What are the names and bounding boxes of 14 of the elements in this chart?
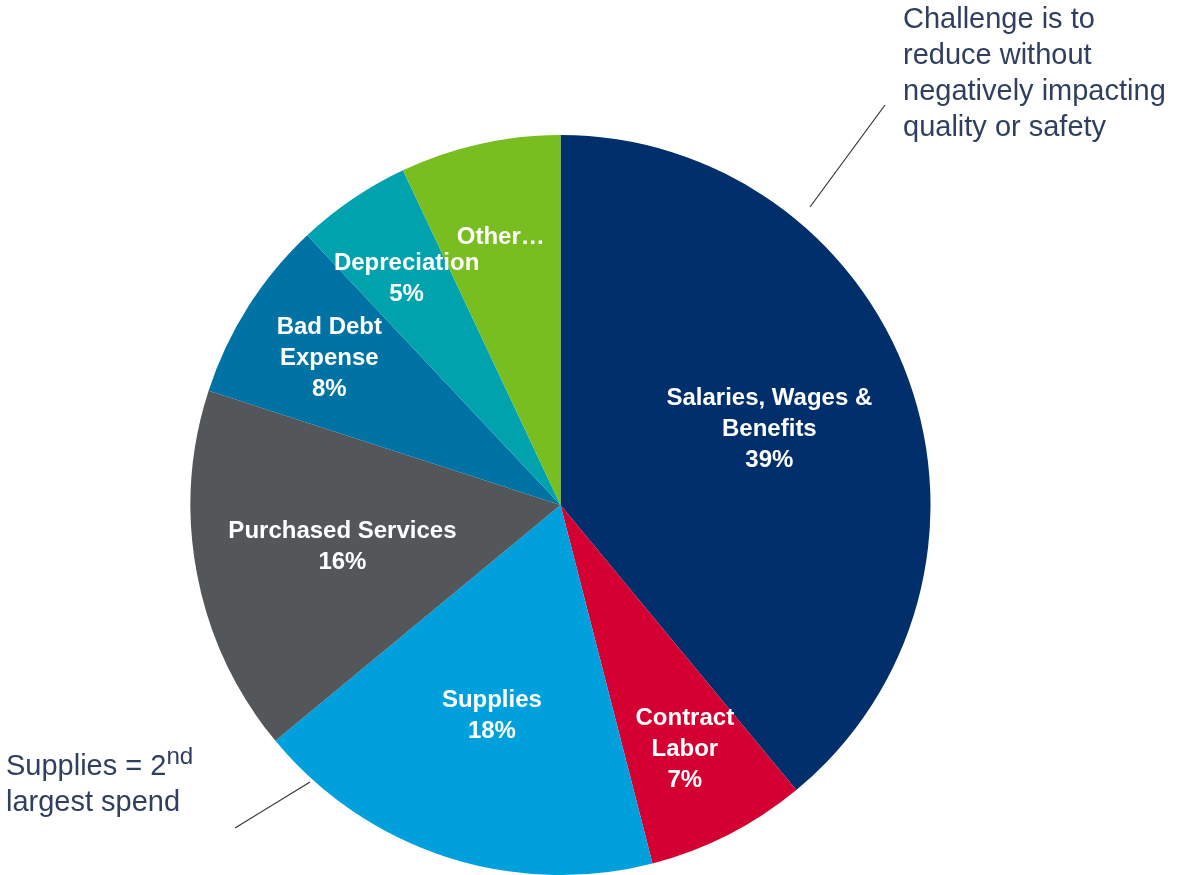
- data-label: 18%: [467, 716, 516, 744]
- data-label: 7%: [667, 764, 703, 792]
- slice-label: Bad Debt Expense: [276, 311, 382, 370]
- data-label: 16%: [318, 546, 367, 574]
- slice-label: Other…: [456, 222, 545, 250]
- data-label: 39%: [745, 445, 794, 473]
- data-label: 8%: [311, 373, 347, 401]
- text: Supplies = 2$^{nd}$ largest spend: [6, 741, 195, 819]
- data-label: 5%: [389, 278, 424, 306]
- slice-label: Supplies: [441, 685, 542, 713]
- slice-label: Purchased Services: [228, 515, 457, 543]
- slice-label: Contract Labor: [635, 702, 735, 761]
- slice-label: Salaries, Wages & Benefits: [666, 383, 873, 442]
- text: Challenge is to reduce without negatively impacting quality or safety: [903, 1, 1167, 144]
